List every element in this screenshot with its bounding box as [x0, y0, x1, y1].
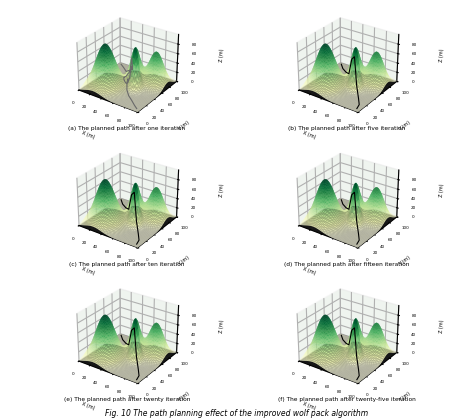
Y-axis label: Y (m): Y (m) [397, 255, 411, 267]
Title: (c) The planned path after ten iteration: (c) The planned path after ten iteration [69, 262, 184, 267]
Title: (f) The planned path after twenty-five iteration: (f) The planned path after twenty-five i… [278, 397, 416, 402]
X-axis label: X (m): X (m) [82, 402, 96, 411]
X-axis label: X (m): X (m) [301, 131, 316, 140]
Title: (e) The planned path after twenty iteration: (e) The planned path after twenty iterat… [64, 397, 190, 402]
Y-axis label: Y (m): Y (m) [177, 255, 191, 267]
Y-axis label: Y (m): Y (m) [177, 391, 191, 403]
Y-axis label: Y (m): Y (m) [177, 120, 191, 131]
Title: (b) The planned path after five iteration: (b) The planned path after five iteratio… [289, 126, 406, 131]
Y-axis label: Y (m): Y (m) [397, 120, 411, 131]
X-axis label: X (m): X (m) [82, 266, 96, 276]
Text: Fig. 10 The path planning effect of the improved wolf pack algorithm: Fig. 10 The path planning effect of the … [105, 409, 369, 418]
X-axis label: X (m): X (m) [301, 402, 316, 411]
X-axis label: X (m): X (m) [82, 131, 96, 140]
Title: (d) The planned path after fifteen iteration: (d) The planned path after fifteen itera… [284, 262, 410, 267]
Y-axis label: Y (m): Y (m) [397, 391, 411, 403]
Title: (a) The planned path after one iteration: (a) The planned path after one iteration [68, 126, 185, 131]
X-axis label: X (m): X (m) [301, 266, 316, 276]
